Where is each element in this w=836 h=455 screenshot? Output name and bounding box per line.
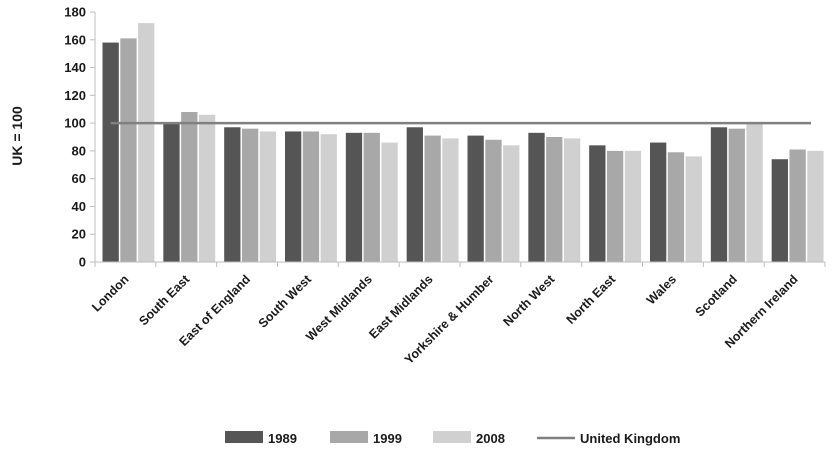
bar-wales-2008 [685, 156, 702, 262]
y-tick-label-60: 60 [72, 171, 86, 186]
bar-wales-1989 [650, 142, 667, 262]
y-tick-label-0: 0 [79, 255, 86, 270]
bar-scotland-2008 [746, 123, 763, 262]
bar-north-west-1999 [546, 137, 563, 262]
y-tick-label-180: 180 [64, 5, 86, 20]
legend-label-1989: 1989 [268, 431, 297, 446]
bar-west-midlands-1989 [345, 132, 363, 262]
bar-northern-ireland-1989 [771, 159, 788, 262]
bar-north-east-2008 [624, 150, 642, 262]
x-tick-label-north-east: North East [564, 272, 619, 327]
bar-south-west-1999 [302, 131, 320, 262]
bar-scotland-1999 [728, 128, 745, 262]
bar-south-east-1999 [181, 112, 198, 262]
x-tick-label-scotland: Scotland [693, 272, 740, 319]
y-tick-label-120: 120 [64, 88, 86, 103]
bar-east-midlands-1989 [406, 127, 423, 262]
bar-northern-ireland-1999 [789, 149, 806, 262]
bar-yorkshire-humber-1989 [467, 135, 484, 262]
legend-label-united-kingdom: United Kingdom [580, 431, 680, 446]
bar-london-1999 [120, 38, 137, 262]
bar-east-of-england-1989 [224, 127, 241, 262]
bar-east-of-england-2008 [259, 131, 277, 262]
y-tick-label-40: 40 [72, 199, 86, 214]
bar-east-midlands-2008 [442, 138, 459, 262]
x-tick-label-london: London [89, 272, 131, 314]
legend-swatch-1989 [225, 431, 263, 443]
bar-east-midlands-1999 [424, 135, 441, 262]
bar-scotland-1989 [710, 127, 728, 262]
bars-layer [102, 23, 824, 263]
bar-london-1989 [102, 42, 119, 263]
x-tick-label-east-midlands: East Midlands [366, 272, 435, 341]
legend-swatch-2008 [433, 431, 471, 443]
x-tick-label-north-west: North West [500, 272, 557, 329]
legend-label-1999: 1999 [373, 431, 402, 446]
bar-west-midlands-2008 [381, 142, 398, 262]
legend-label-2008: 2008 [476, 431, 505, 446]
y-tick-label-140: 140 [64, 60, 86, 75]
bar-yorkshire-humber-2008 [503, 145, 520, 262]
bar-yorkshire-humber-1999 [485, 139, 502, 262]
bar-west-midlands-1999 [363, 132, 380, 262]
bar-north-east-1989 [589, 145, 606, 262]
x-tick-label-wales: Wales [644, 272, 679, 307]
bar-north-west-2008 [563, 138, 581, 262]
bar-south-east-1989 [163, 123, 180, 262]
y-axis-ticks: 0 20 40 60 80 100 120 140 160 180 [64, 5, 95, 270]
legend: 1989 1999 2008 United Kingdom [225, 431, 680, 446]
bar-north-east-1999 [606, 150, 624, 262]
bar-northern-ireland-2008 [807, 150, 824, 262]
bar-north-west-1989 [528, 132, 545, 262]
y-tick-label-160: 160 [64, 32, 86, 47]
bar-london-2008 [138, 23, 155, 262]
bar-east-of-england-1999 [241, 128, 259, 262]
bar-south-west-1989 [285, 131, 302, 262]
y-tick-label-80: 80 [72, 143, 86, 158]
x-tick-label-south-east: South East [136, 272, 193, 329]
y-tick-label-100: 100 [64, 116, 86, 131]
bar-wales-1999 [667, 152, 685, 262]
x-tick-label-south-west: South West [256, 272, 315, 331]
legend-swatch-1999 [330, 431, 368, 443]
y-tick-label-20: 20 [72, 227, 86, 242]
y-axis-title: UK = 100 [9, 106, 25, 166]
x-tick-label-west-midlands: West Midlands [303, 272, 375, 344]
bar-south-east-2008 [198, 114, 216, 262]
bar-south-west-2008 [320, 134, 337, 262]
